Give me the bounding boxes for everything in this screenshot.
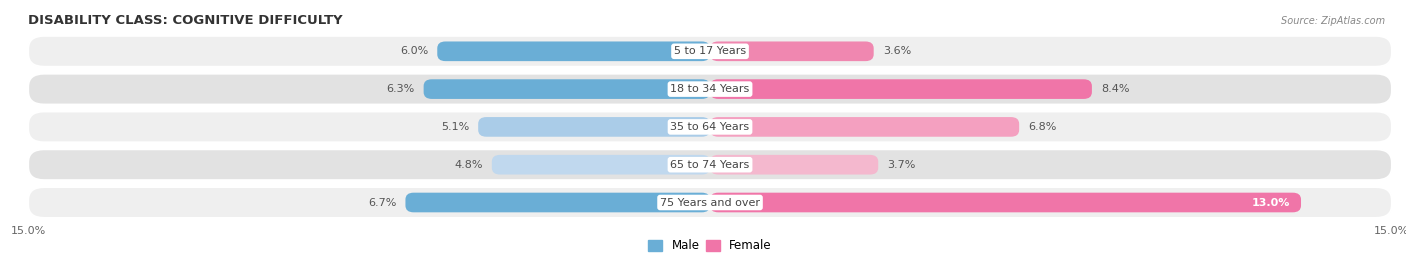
Text: 18 to 34 Years: 18 to 34 Years bbox=[671, 84, 749, 94]
Legend: Male, Female: Male, Female bbox=[644, 235, 776, 257]
Text: 3.6%: 3.6% bbox=[883, 46, 911, 56]
FancyBboxPatch shape bbox=[28, 36, 1392, 67]
Text: 5.1%: 5.1% bbox=[441, 122, 470, 132]
FancyBboxPatch shape bbox=[28, 187, 1392, 218]
Text: 3.7%: 3.7% bbox=[887, 160, 915, 170]
FancyBboxPatch shape bbox=[492, 155, 710, 174]
FancyBboxPatch shape bbox=[28, 112, 1392, 142]
Text: 6.7%: 6.7% bbox=[368, 197, 396, 208]
Text: 75 Years and over: 75 Years and over bbox=[659, 197, 761, 208]
FancyBboxPatch shape bbox=[423, 79, 710, 99]
FancyBboxPatch shape bbox=[710, 155, 879, 174]
FancyBboxPatch shape bbox=[28, 74, 1392, 104]
Text: 13.0%: 13.0% bbox=[1251, 197, 1289, 208]
Text: Source: ZipAtlas.com: Source: ZipAtlas.com bbox=[1281, 16, 1385, 26]
FancyBboxPatch shape bbox=[710, 79, 1092, 99]
Text: 35 to 64 Years: 35 to 64 Years bbox=[671, 122, 749, 132]
Text: 6.8%: 6.8% bbox=[1028, 122, 1057, 132]
FancyBboxPatch shape bbox=[710, 42, 873, 61]
FancyBboxPatch shape bbox=[405, 193, 710, 212]
Text: DISABILITY CLASS: COGNITIVE DIFFICULTY: DISABILITY CLASS: COGNITIVE DIFFICULTY bbox=[28, 14, 343, 27]
Text: 65 to 74 Years: 65 to 74 Years bbox=[671, 160, 749, 170]
FancyBboxPatch shape bbox=[710, 117, 1019, 137]
Text: 6.3%: 6.3% bbox=[387, 84, 415, 94]
FancyBboxPatch shape bbox=[28, 149, 1392, 180]
FancyBboxPatch shape bbox=[478, 117, 710, 137]
Text: 8.4%: 8.4% bbox=[1101, 84, 1129, 94]
Text: 6.0%: 6.0% bbox=[399, 46, 429, 56]
FancyBboxPatch shape bbox=[437, 42, 710, 61]
FancyBboxPatch shape bbox=[710, 193, 1301, 212]
Text: 4.8%: 4.8% bbox=[454, 160, 482, 170]
Text: 5 to 17 Years: 5 to 17 Years bbox=[673, 46, 747, 56]
